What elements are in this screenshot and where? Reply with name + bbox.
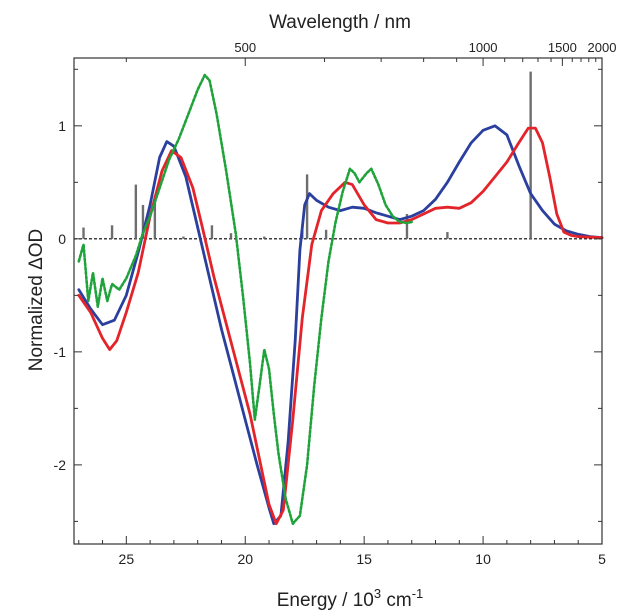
x-axis-label-main: Energy / 10: [277, 590, 374, 611]
plot-frame: [73, 57, 603, 545]
x-axis-label: Energy / 103 cm-1: [277, 586, 424, 611]
top-tick-label-1500: 1500: [548, 40, 577, 55]
x-axis-label-sup1: 3: [374, 586, 381, 601]
series-layer: [77, 73, 604, 526]
top-tick-label-1000: 1000: [469, 40, 498, 55]
x-tick-label-10: 10: [475, 551, 491, 567]
y-tick-label-1: 1: [58, 118, 66, 134]
series-green-line: [77, 73, 413, 525]
x-tick-label-5: 5: [598, 551, 606, 567]
x-tick-label-25: 25: [119, 551, 135, 567]
series-blue-line: [77, 124, 604, 526]
top-tick-label-2000: 2000: [588, 40, 617, 55]
x-tick-label-15: 15: [356, 551, 372, 567]
x-tick-label-20: 20: [237, 551, 253, 567]
x-axis-label-unit: cm: [381, 590, 412, 611]
y-axis-label: Normalized ΔOD: [26, 229, 47, 372]
y-tick-label--1: -1: [54, 344, 67, 360]
top-tick-label-500: 500: [234, 40, 256, 55]
x-axis-label-sup2: -1: [412, 586, 424, 601]
top-axis-label: Wavelength / nm: [269, 12, 411, 33]
y-tick-label-0: 0: [58, 231, 66, 247]
series-red-line: [77, 126, 604, 526]
y-tick-label--2: -2: [54, 457, 67, 473]
